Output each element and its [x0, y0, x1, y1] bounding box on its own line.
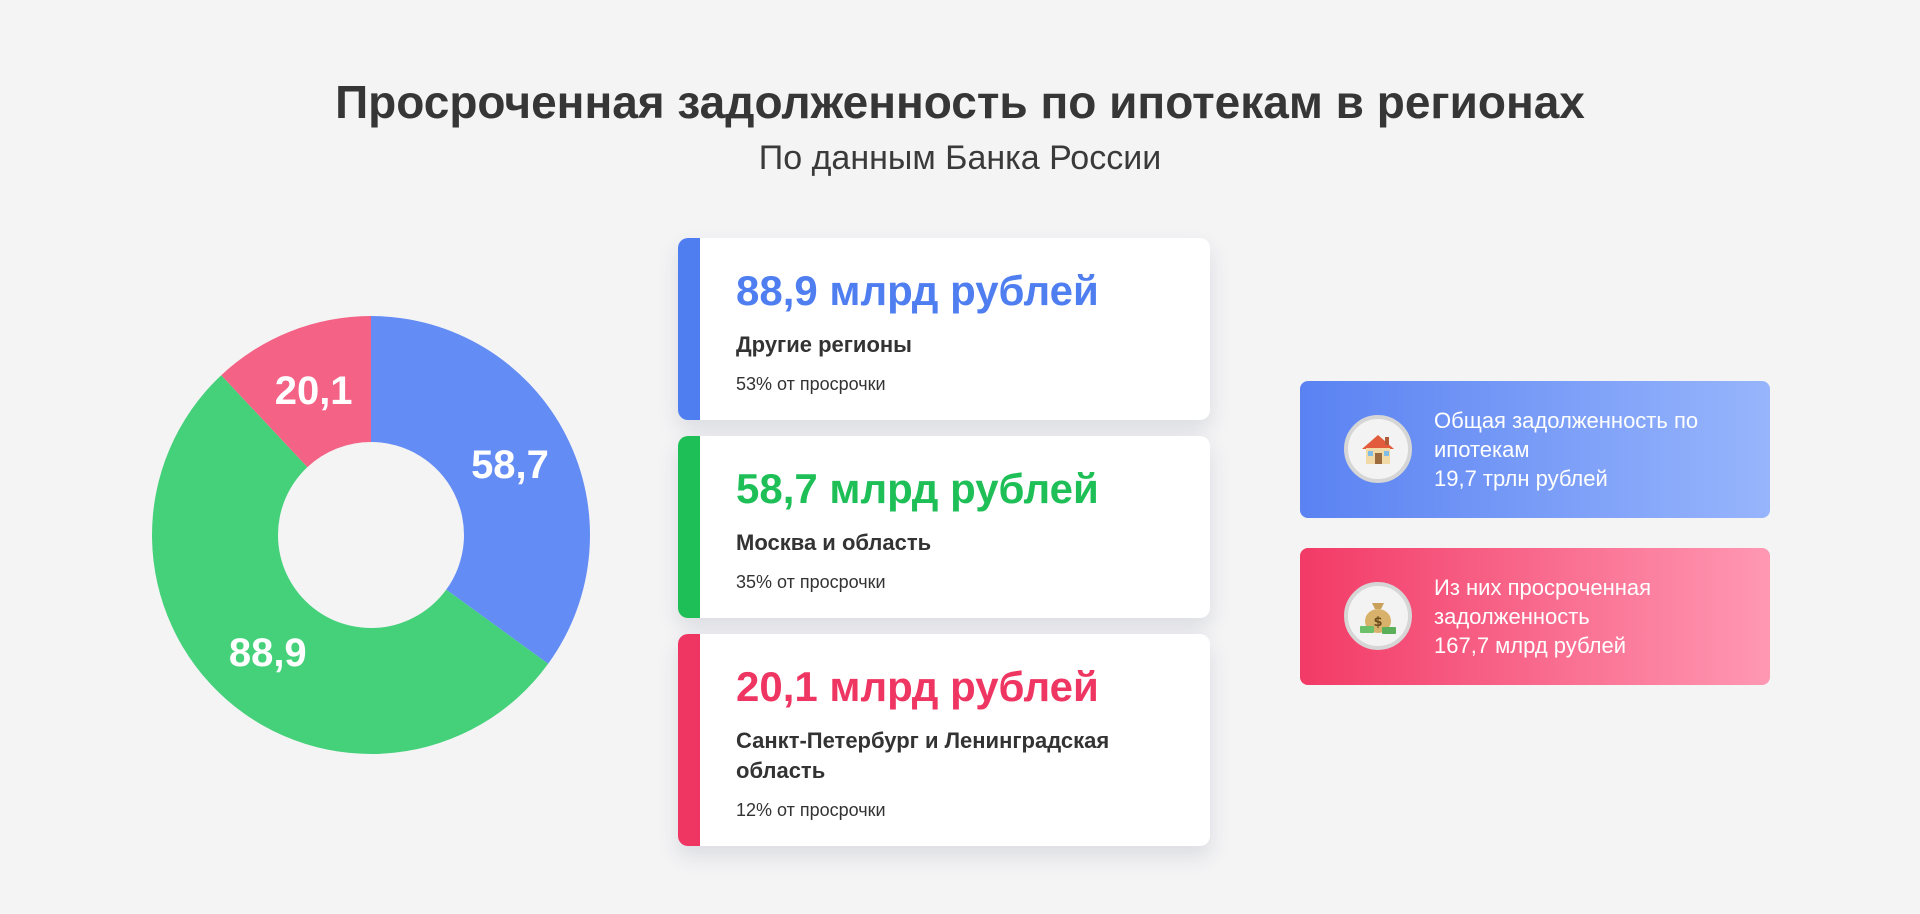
- info-total-debt: Общая задолженность по ипотекам 19,7 трл…: [1300, 381, 1770, 518]
- info-overdue-debt: $ Из них просроченная задолженность 167,…: [1300, 548, 1770, 685]
- donut-chart-svg: 58,7 88,9 20,1: [151, 316, 590, 754]
- card-value: 20,1 млрд рублей: [736, 663, 1099, 710]
- donut-slice: [151, 375, 549, 754]
- region-card-spb: 20,1 млрд рублей Санкт-Петербург и Ленин…: [678, 634, 1210, 846]
- card-region-label: Санкт-Петербург и Ленинградская область: [736, 728, 1110, 783]
- card-accent-bar: [678, 634, 700, 846]
- info-text-line: задолженность: [1434, 604, 1590, 629]
- info-text-line: 19,7 трлн рублей: [1434, 466, 1608, 491]
- region-card-moscow: 58,7 млрд рублей Москва и область 35% от…: [678, 436, 1210, 618]
- card-accent-bar: [678, 436, 700, 618]
- svg-text:$: $: [1373, 615, 1382, 630]
- donut-slice: [371, 316, 590, 664]
- info-text-line: ипотекам: [1434, 437, 1530, 462]
- card-share-label: 35% от просрочки: [736, 572, 886, 592]
- header: Просроченная задолженность по ипотекам в…: [0, 70, 1920, 182]
- card-share-label: 12% от просрочки: [736, 800, 886, 820]
- info-text: Общая задолженность по ипотекам 19,7 трл…: [1434, 406, 1698, 493]
- donut-slice: [221, 316, 371, 468]
- region-card-other: 88,9 млрд рублей Другие регионы 53% от п…: [678, 238, 1210, 420]
- info-text: Из них просроченная задолженность 167,7 …: [1434, 573, 1651, 660]
- donut-slice-label: 88,9: [229, 631, 307, 675]
- card-accent-bar: [678, 238, 700, 420]
- donut-slice-label: 58,7: [471, 443, 549, 487]
- card-value: 88,9 млрд рублей: [736, 267, 1099, 314]
- donut-chart: 58,7 88,9 20,1: [146, 310, 596, 760]
- region-cards: 88,9 млрд рублей Другие регионы 53% от п…: [678, 238, 1210, 862]
- info-text-line: 167,7 млрд рублей: [1434, 633, 1627, 658]
- card-region-label: Другие регионы: [736, 332, 912, 357]
- card-share-label: 53% от просрочки: [736, 374, 886, 394]
- money-bag-icon: $: [1344, 582, 1412, 650]
- page-title: Просроченная задолженность по ипотекам в…: [335, 76, 1585, 128]
- card-value: 58,7 млрд рублей: [736, 465, 1099, 512]
- info-text-line: Общая задолженность по: [1434, 408, 1699, 433]
- page-subtitle: По данным Банка России: [758, 139, 1162, 177]
- card-region-label: Москва и область: [736, 530, 932, 555]
- donut-slice-label: 20,1: [275, 369, 353, 413]
- info-text-line: Из них просроченная: [1434, 575, 1652, 600]
- house-icon: [1344, 415, 1412, 483]
